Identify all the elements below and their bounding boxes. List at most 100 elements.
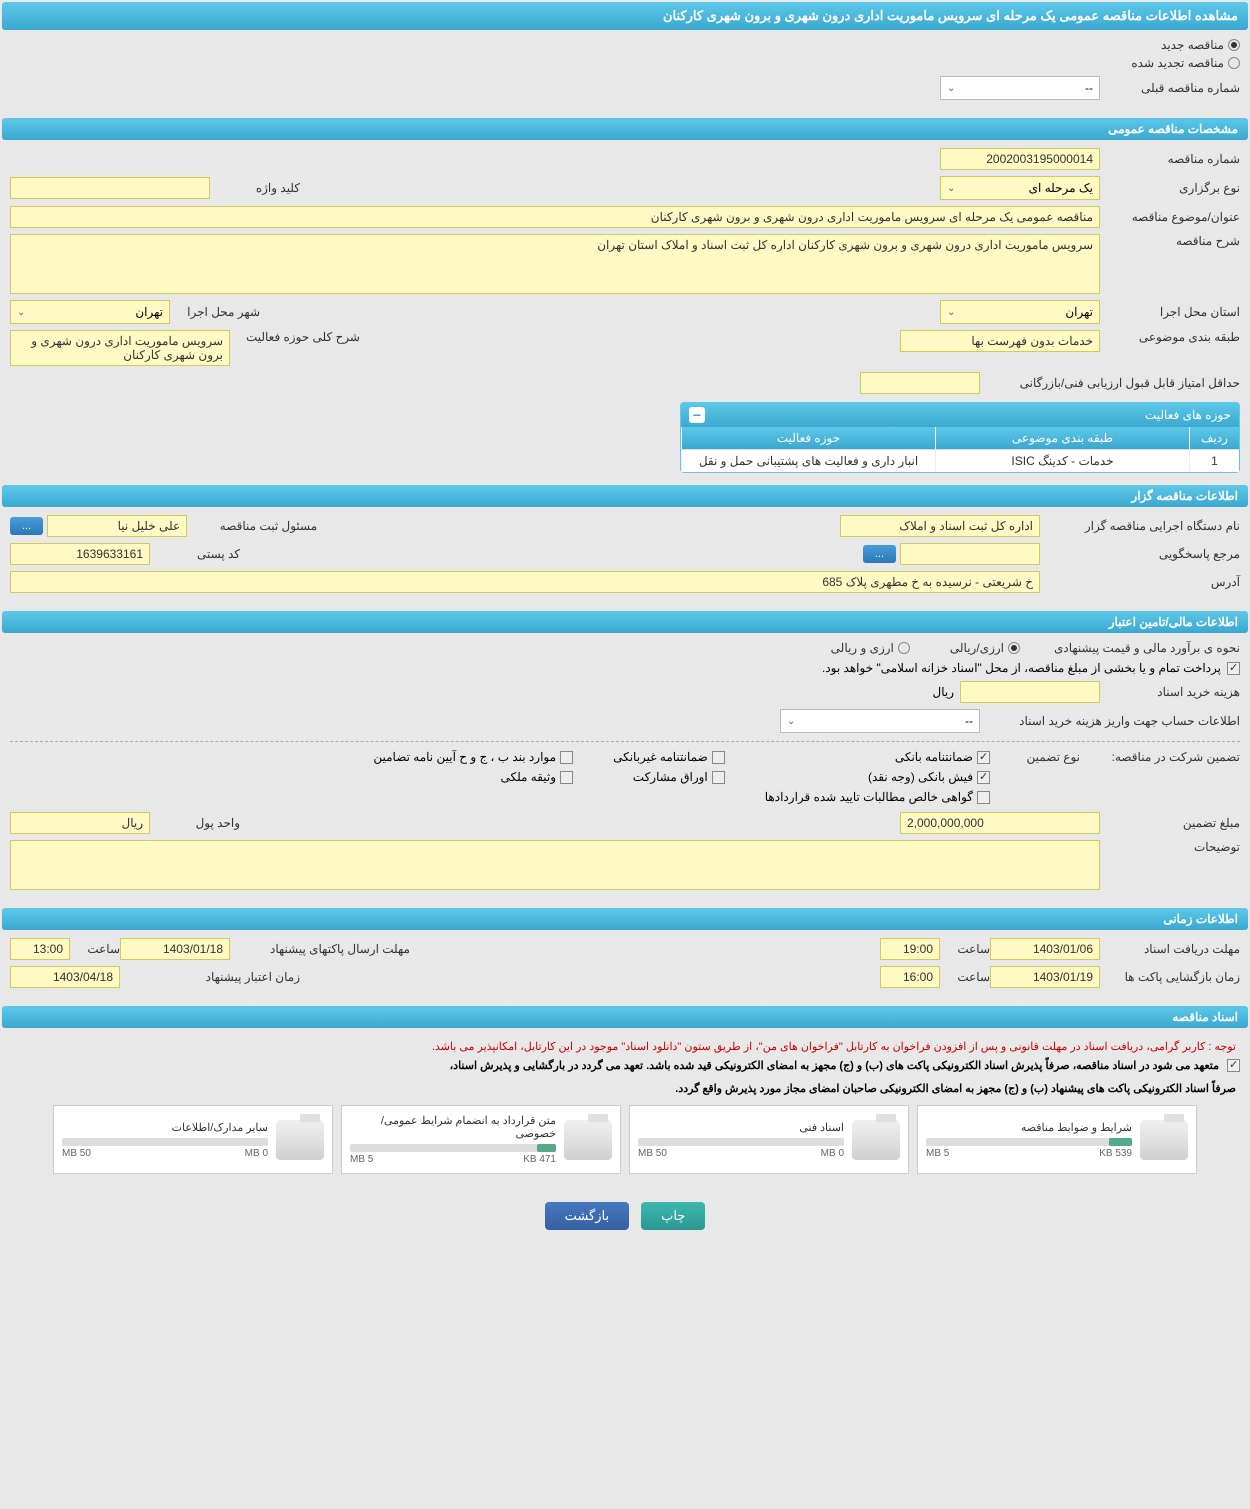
section-organizer: اطلاعات مناقصه گزار <box>2 485 1248 507</box>
address-label: آدرس <box>1040 575 1240 589</box>
prev-tender-label: شماره مناقصه قبلی <box>1100 81 1240 95</box>
type-label: نوع برگزاری <box>1100 181 1240 195</box>
doc-title: اسناد فنی <box>638 1121 844 1134</box>
radio-new-tender[interactable]: مناقصه جدید <box>1161 38 1240 52</box>
doc-deadline-date: 1403/01/06 <box>990 938 1100 960</box>
folder-icon <box>276 1120 324 1160</box>
doc-title: سایر مدارک/اطلاعات <box>62 1121 268 1134</box>
address-field: خ شریعتی - نرسیده به خ مطهری پلاک 685 <box>10 571 1040 593</box>
payment-note: پرداخت تمام و یا بخشی از مبلغ مناقصه، از… <box>822 661 1221 675</box>
page-title: مشاهده اطلاعات مناقصه عمومی یک مرحله ای … <box>2 2 1248 30</box>
section-timing: اطلاعات زمانی <box>2 908 1248 930</box>
currency-field: ریال <box>10 812 150 834</box>
doc-total: 50 MB <box>62 1148 91 1159</box>
keyword-field[interactable] <box>10 177 210 199</box>
chevron-down-icon: ⌄ <box>947 307 955 318</box>
chk-items[interactable] <box>560 751 573 764</box>
doc-card[interactable]: اسناد فنی 0 MB50 MB <box>629 1105 909 1174</box>
doc-total: 5 MB <box>926 1148 949 1159</box>
opt-rial-label: ارزی/ریالی <box>950 641 1004 655</box>
progress-fill <box>1109 1138 1132 1146</box>
pricing-label: نحوه ی برآورد مالی و قیمت پیشنهادی <box>1020 641 1240 655</box>
type-select[interactable]: یک مرحله ای ⌄ <box>940 176 1100 200</box>
contact-field[interactable] <box>900 543 1040 565</box>
radio-renewed-tender[interactable]: مناقصه تجدید شده <box>1131 56 1240 70</box>
tender-no-field: 2002003195000014 <box>940 148 1100 170</box>
doc-total: 5 MB <box>350 1154 373 1165</box>
city-label: شهر محل اجرا <box>170 305 260 319</box>
activities-panel: حوزه های فعالیت − ردیف طبقه بندی موضوعی … <box>680 402 1240 473</box>
chk-bank-label: ضمانتنامه بانکی <box>895 750 973 764</box>
packet-send-time: 13:00 <box>10 938 70 960</box>
minimize-icon[interactable]: − <box>689 407 705 423</box>
note1: متعهد می شود در اسناد مناقصه، صرفاً پذیر… <box>446 1057 1223 1074</box>
account-label: اطلاعات حساب جهت واریز هزینه خرید اسناد <box>980 714 1240 728</box>
opt-currency-label: ارزی و ریالی <box>831 641 894 655</box>
chk-property-label: وثیقه ملکی <box>500 770 556 784</box>
guarantee-type-label: نوع تضمین <box>990 750 1080 764</box>
currency-label: واحد پول <box>150 816 240 830</box>
contact-label: مرجع پاسخگویی <box>1040 547 1240 561</box>
min-score-field[interactable] <box>860 372 980 394</box>
chk-bonds-label: اوراق مشارکت <box>633 770 708 784</box>
col-no: ردیف <box>1189 427 1239 449</box>
radio-currency[interactable]: ارزی و ریالی <box>831 641 910 655</box>
city-value: تهران <box>135 305 163 319</box>
keyword-label: کلید واژه <box>210 181 300 195</box>
doc-fee-field[interactable] <box>960 681 1100 703</box>
province-select[interactable]: تهران ⌄ <box>940 300 1100 324</box>
folder-icon <box>852 1120 900 1160</box>
doc-total: 50 MB <box>638 1148 667 1159</box>
org-label: نام دستگاه اجرایی مناقصه گزار <box>1040 519 1240 533</box>
chk-receivables-label: گواهی خالص مطالبات تایید شده قراردادها <box>765 790 973 804</box>
folder-icon <box>564 1120 612 1160</box>
radio-renewed-label: مناقصه تجدید شده <box>1131 56 1224 70</box>
section-financial: اطلاعات مالی/تامین اعتبار <box>2 611 1248 633</box>
note2: صرفاً اسناد الکترونیکی پاکت های پیشنهاد … <box>10 1080 1240 1097</box>
chk-nonbank[interactable] <box>712 751 725 764</box>
radio-rial[interactable]: ارزی/ریالی <box>950 641 1020 655</box>
radio-icon <box>898 642 910 654</box>
category-field: خدمات بدون فهرست بها <box>900 330 1100 352</box>
packet-send-date: 1403/01/18 <box>120 938 230 960</box>
commit-checkbox[interactable] <box>1227 1059 1240 1072</box>
print-button[interactable]: چاپ <box>641 1202 705 1230</box>
chk-bonds[interactable] <box>712 771 725 784</box>
open-date: 1403/01/19 <box>990 966 1100 988</box>
account-select[interactable]: -- ⌄ <box>780 709 980 733</box>
chk-property[interactable] <box>560 771 573 784</box>
chk-receivables[interactable] <box>977 791 990 804</box>
notes-field[interactable] <box>10 840 1100 890</box>
chk-cash-label: فیش بانکی (وجه نقد) <box>868 770 973 784</box>
radio-icon <box>1228 39 1240 51</box>
org-field: اداره کل ثبت اسناد و املاک <box>840 515 1040 537</box>
validity-label: زمان اعتبار پیشنهاد <box>120 970 300 984</box>
back-button[interactable]: بازگشت <box>545 1202 629 1230</box>
doc-card[interactable]: متن قرارداد به انضمام شرایط عمومی/خصوصی … <box>341 1105 621 1174</box>
time-label: ساعت <box>940 942 990 956</box>
time-label3: ساعت <box>940 970 990 984</box>
payment-checkbox[interactable] <box>1227 662 1240 675</box>
doc-used: 471 KB <box>523 1154 556 1165</box>
amount-field: 2,000,000,000 <box>900 812 1100 834</box>
radio-new-label: مناقصه جدید <box>1161 38 1224 52</box>
prev-tender-select[interactable]: -- ⌄ <box>940 76 1100 100</box>
dots-button[interactable]: ... <box>10 517 43 535</box>
doc-card[interactable]: شرایط و ضوابط مناقصه 539 KB5 MB <box>917 1105 1197 1174</box>
type-value: یک مرحله ای <box>1029 181 1093 195</box>
guarantee-title: تضمین شرکت در مناقصه: <box>1080 750 1240 764</box>
validity-date: 1403/04/18 <box>10 966 120 988</box>
activities-title: حوزه های فعالیت <box>1145 408 1231 422</box>
tender-no-label: شماره مناقصه <box>1100 152 1240 166</box>
dots-button[interactable]: ... <box>863 545 896 563</box>
chk-cash[interactable] <box>977 771 990 784</box>
account-value: -- <box>965 714 973 728</box>
subject-field: مناقصه عمومی یک مرحله ای سرویس ماموریت ا… <box>10 206 1100 228</box>
doc-card[interactable]: سایر مدارک/اطلاعات 0 MB50 MB <box>53 1105 333 1174</box>
notes-label: توضیحات <box>1100 840 1240 854</box>
chk-bank[interactable] <box>977 751 990 764</box>
section-general: مشخصات مناقصه عمومی <box>2 118 1248 140</box>
category-label: طبقه بندی موضوعی <box>1100 330 1240 344</box>
city-select[interactable]: تهران ⌄ <box>10 300 170 324</box>
amount-label: مبلغ تضمین <box>1100 816 1240 830</box>
